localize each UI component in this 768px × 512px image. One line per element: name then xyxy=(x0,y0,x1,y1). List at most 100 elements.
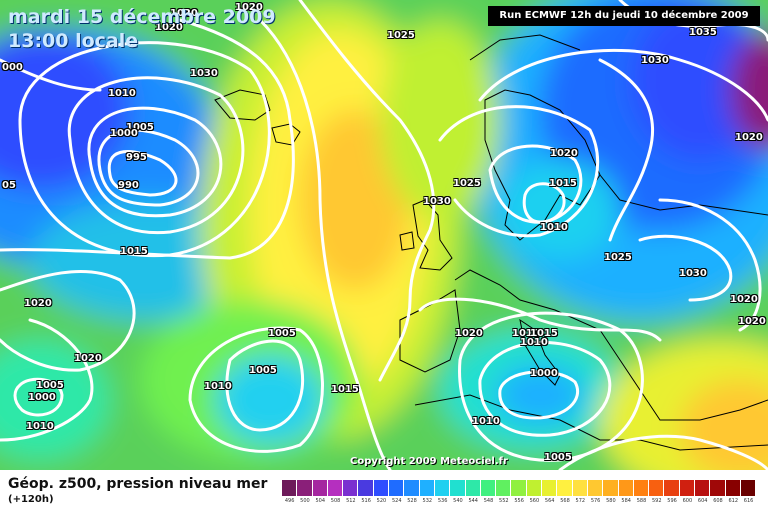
isobar-label: 1015 xyxy=(549,178,577,189)
copyright-notice: Copyright 2009 Meteociel.fr xyxy=(350,456,508,467)
scale-swatch xyxy=(389,480,405,496)
scale-swatch xyxy=(343,480,359,496)
scale-swatch xyxy=(327,480,344,496)
scale-tick-label: 564 xyxy=(544,498,555,504)
legend-bar: Géop. z500, pression niveau mer (+120h) … xyxy=(0,470,768,512)
scale-swatch xyxy=(358,480,374,496)
color-field xyxy=(0,0,768,470)
isobar-label: 05 xyxy=(2,180,16,191)
isobar-label: 1030 xyxy=(641,55,669,66)
isobar-label: 000 xyxy=(2,62,23,73)
isobar-label: 1020 xyxy=(24,298,52,309)
isobar-label: 1030 xyxy=(423,196,451,207)
isobar-label: 1000 xyxy=(28,392,56,403)
isobar-label: 1020 xyxy=(550,148,578,159)
forecast-local-time: 13:00 locale xyxy=(8,30,139,52)
scale-swatch xyxy=(496,480,512,496)
scale-swatch xyxy=(542,480,558,496)
isobar-label: 1020 xyxy=(74,353,102,364)
isobar-label: 1005 xyxy=(126,122,154,133)
isobar-label: 1020 xyxy=(455,328,483,339)
scale-tick-label: 572 xyxy=(575,498,586,504)
isobar-label: 1025 xyxy=(604,252,632,263)
scale-tick-label: 508 xyxy=(330,498,341,504)
scale-swatch xyxy=(373,480,390,496)
scale-tick-label: 528 xyxy=(407,498,417,504)
scale-swatch xyxy=(572,480,588,496)
scale-tick-label: 560 xyxy=(529,498,540,504)
scale-swatch xyxy=(618,480,634,496)
scale-tick-label: 608 xyxy=(713,498,723,504)
scale-tick-label: 600 xyxy=(682,498,693,504)
color-scale-labels: 496 500 504 508 512 516 520 524 528 532 536 540 544 5… xyxy=(282,498,756,508)
scale-tick-label: 536 xyxy=(437,498,448,504)
scale-tick-label: 616 xyxy=(743,498,754,504)
scale-swatch xyxy=(434,480,451,496)
isobar-label: 1015 xyxy=(120,246,148,257)
isobar-label: 1030 xyxy=(190,68,218,79)
isobar-label: 1005 xyxy=(268,328,296,339)
isobar-label: 1025 xyxy=(453,178,481,189)
isobar-label: 1010 xyxy=(520,337,548,348)
scale-swatch xyxy=(526,480,543,496)
scale-tick-label: 512 xyxy=(346,498,356,504)
scale-swatch xyxy=(297,480,313,496)
scale-swatch xyxy=(404,480,420,496)
scale-swatch xyxy=(725,480,741,496)
isobar-label: 1010 xyxy=(108,88,136,99)
scale-tick-label: 556 xyxy=(514,498,524,504)
scale-swatch xyxy=(480,480,497,496)
scale-tick-label: 552 xyxy=(499,498,509,504)
scale-tick-label: 584 xyxy=(621,498,631,504)
scale-swatch xyxy=(649,480,665,496)
scale-tick-label: 604 xyxy=(697,498,708,504)
isobar-label: 1020 xyxy=(730,294,758,305)
isobar-label: 1010 xyxy=(540,222,568,233)
isobar-label: 1005 xyxy=(249,365,277,376)
scale-tick-label: 540 xyxy=(453,498,463,504)
isobar-label: 1020 xyxy=(155,22,183,33)
isobar-label: 1035 xyxy=(689,27,717,38)
isobar-label: 995 xyxy=(126,152,147,163)
isobar-label: 990 xyxy=(118,180,139,191)
scale-swatch xyxy=(633,480,650,496)
scale-tick-label: 592 xyxy=(652,498,662,504)
scale-swatch xyxy=(587,480,604,496)
scale-tick-label: 596 xyxy=(667,498,677,504)
color-scale xyxy=(282,480,757,496)
isobar-label: 1015 xyxy=(530,328,558,339)
scale-swatch xyxy=(557,480,573,496)
scale-swatch xyxy=(450,480,466,496)
scale-tick-label: 612 xyxy=(728,498,739,504)
scale-tick-label: 496 xyxy=(284,498,295,504)
isobar-label: 1015 xyxy=(331,384,359,395)
scale-swatch xyxy=(710,480,726,496)
weather-map: 1020 1020 1020 1025 1030 1010 1005 1000 … xyxy=(0,0,768,470)
scale-swatch xyxy=(419,480,435,496)
scale-swatch xyxy=(603,480,619,496)
scale-swatch xyxy=(282,480,298,496)
scale-tick-label: 576 xyxy=(590,498,601,504)
scale-tick-label: 516 xyxy=(361,498,371,504)
isobar-label: 1010 xyxy=(472,416,500,427)
isobar-label: 1005 xyxy=(36,380,64,391)
scale-swatch xyxy=(465,480,481,496)
scale-tick-label: 544 xyxy=(468,498,478,504)
scale-tick-label: 580 xyxy=(606,498,616,504)
scale-swatch xyxy=(664,480,680,496)
scale-swatch xyxy=(695,480,711,496)
isobar-label: 1020 xyxy=(738,316,766,327)
scale-tick-label: 548 xyxy=(483,498,494,504)
scale-tick-label: 500 xyxy=(300,498,310,504)
scale-tick-label: 588 xyxy=(636,498,647,504)
isobar-label: 1005 xyxy=(544,452,572,463)
isobar-label: 1030 xyxy=(679,268,707,279)
isobar-label: 1010 xyxy=(512,328,540,339)
legend-subtitle: (+120h) xyxy=(8,494,54,505)
isobar-label: 1010 xyxy=(204,381,232,392)
scale-tick-label: 520 xyxy=(376,498,387,504)
scale-tick-label: 568 xyxy=(560,498,570,504)
isobar-label: 1025 xyxy=(387,30,415,41)
legend-title: Géop. z500, pression niveau mer xyxy=(8,476,268,492)
scale-tick-label: 504 xyxy=(315,498,326,504)
